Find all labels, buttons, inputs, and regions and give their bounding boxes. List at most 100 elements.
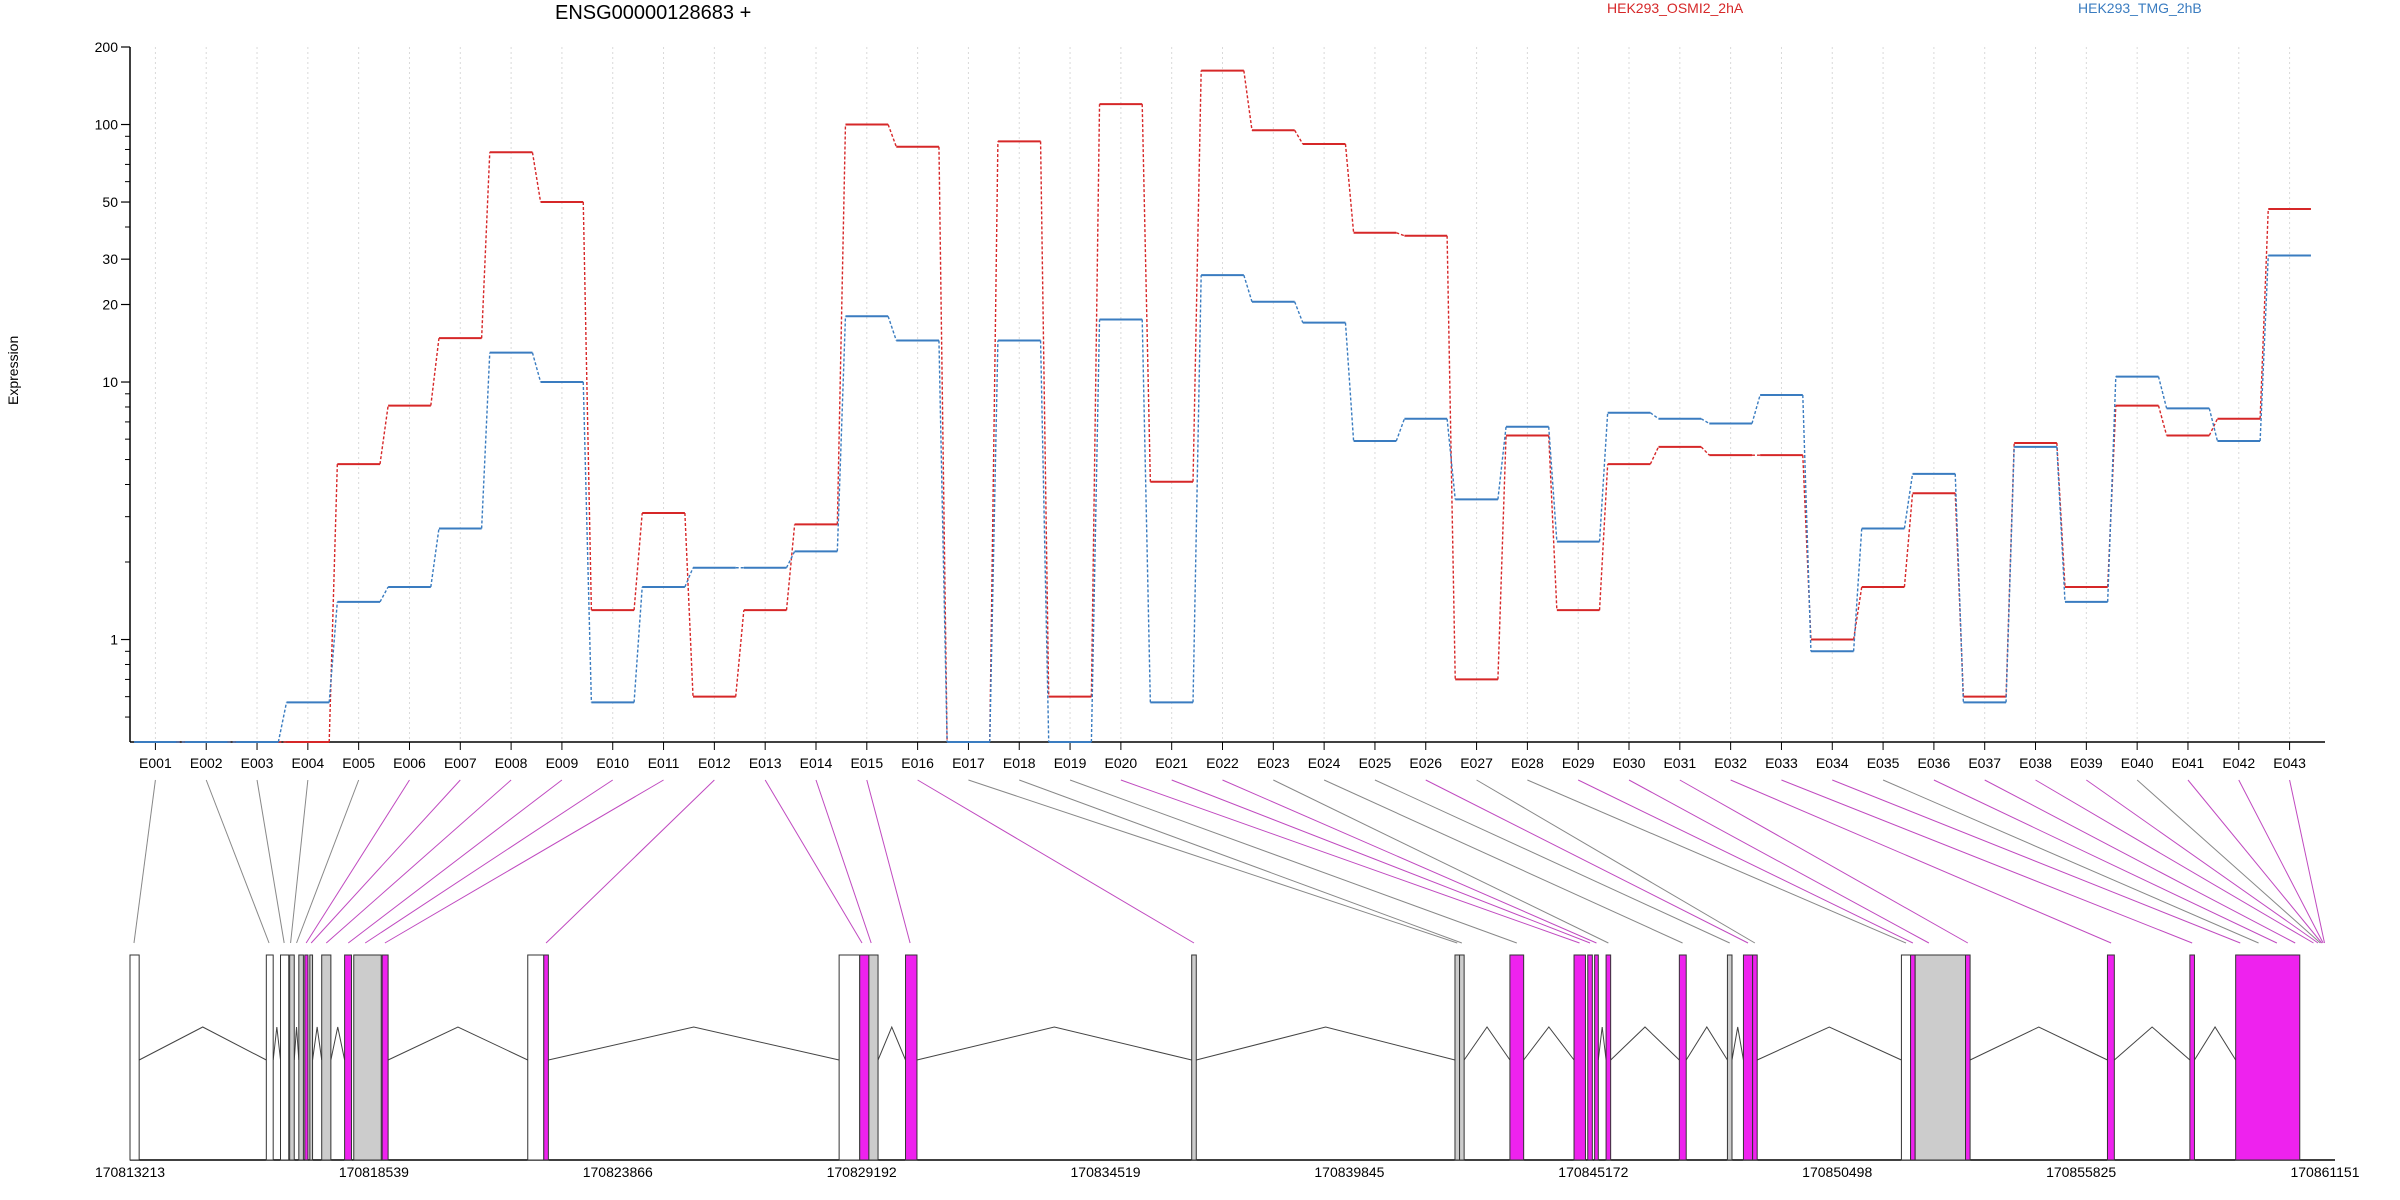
x-tick-label: E017 bbox=[952, 755, 985, 771]
series-connector bbox=[430, 338, 440, 406]
x-tick-label: E031 bbox=[1663, 755, 1696, 771]
intron bbox=[1731, 1026, 1744, 1061]
chart-title: ENSG00000128683 + bbox=[555, 2, 752, 24]
exon-connector bbox=[1882, 779, 2259, 944]
exon-box bbox=[1914, 954, 1967, 1161]
series-connector bbox=[1903, 493, 1914, 588]
exon-box bbox=[1742, 954, 1754, 1161]
legend-series-1: HEK293_OSMI2_2hA bbox=[1607, 0, 1744, 16]
exon-connector bbox=[1222, 779, 1597, 944]
series-connector bbox=[328, 601, 339, 703]
x-tick-label: E028 bbox=[1511, 755, 1544, 771]
series-connector bbox=[887, 124, 897, 147]
exon-connector bbox=[1425, 779, 1749, 944]
exon-connector bbox=[310, 779, 461, 944]
x-tick-label: E019 bbox=[1054, 755, 1087, 771]
exon-connector bbox=[1019, 779, 1463, 944]
x-tick-label: E002 bbox=[190, 755, 223, 771]
series-connector bbox=[938, 340, 948, 743]
exon-box bbox=[1910, 954, 1916, 1161]
series-connector bbox=[1039, 141, 1050, 697]
intron bbox=[1597, 1026, 1607, 1061]
exon-connector bbox=[205, 779, 270, 944]
exon-connector bbox=[917, 779, 1195, 944]
series-connector bbox=[1548, 426, 1558, 542]
exon-connector bbox=[1476, 779, 1756, 944]
x-tick-label: E010 bbox=[596, 755, 629, 771]
series-connector bbox=[379, 405, 389, 465]
series-connector bbox=[1700, 446, 1710, 456]
series-connector bbox=[2259, 208, 2269, 419]
x-tick-label: E004 bbox=[291, 755, 324, 771]
exon-box bbox=[2106, 954, 2115, 1161]
intron bbox=[1463, 1026, 1511, 1061]
exon-box bbox=[1726, 954, 1733, 1161]
genome-tick-label: 170834519 bbox=[1071, 1164, 1141, 1180]
exon-box bbox=[1509, 954, 1525, 1161]
exon-connector bbox=[1628, 779, 1930, 944]
series-connector bbox=[480, 352, 491, 529]
intron bbox=[138, 1026, 267, 1061]
exon-box bbox=[265, 954, 274, 1161]
exon-connector bbox=[364, 779, 614, 944]
series-connector bbox=[1903, 473, 1914, 529]
series-connector bbox=[2259, 255, 2269, 442]
exon-connector bbox=[1933, 779, 2278, 944]
series-connector bbox=[1243, 274, 1253, 302]
exon-connector bbox=[1273, 779, 1609, 944]
x-tick-label: E033 bbox=[1765, 755, 1798, 771]
series-connector bbox=[836, 316, 847, 552]
series-connector bbox=[1649, 412, 1659, 420]
series-connector bbox=[2157, 376, 2168, 409]
exon-box bbox=[280, 954, 290, 1161]
series-connector bbox=[633, 586, 643, 703]
series-connector bbox=[684, 567, 694, 588]
exon-connector bbox=[290, 779, 309, 944]
intron bbox=[1523, 1026, 1575, 1061]
series-connector bbox=[480, 152, 491, 339]
x-tick-label: E018 bbox=[1003, 755, 1036, 771]
series-connector bbox=[1192, 275, 1202, 703]
exon-connector bbox=[1171, 779, 1591, 944]
exon-connector bbox=[2136, 779, 2321, 944]
genome-tick-label: 170839845 bbox=[1314, 1164, 1384, 1180]
exon-connector bbox=[2086, 779, 2319, 944]
series-connector bbox=[1497, 426, 1507, 500]
exon-box bbox=[1678, 954, 1687, 1161]
exon-connector bbox=[1984, 779, 2296, 944]
series-connector bbox=[1802, 455, 1812, 640]
exon-connector bbox=[296, 779, 360, 944]
x-tick-label: E027 bbox=[1460, 755, 1493, 771]
exon-box bbox=[859, 954, 870, 1161]
series-connector bbox=[735, 610, 745, 697]
y-tick-label: 50 bbox=[102, 194, 118, 210]
intron bbox=[293, 1026, 300, 1061]
y-tick-label: 20 bbox=[102, 297, 118, 313]
exon-box bbox=[1587, 954, 1593, 1161]
exon-connector bbox=[347, 779, 563, 944]
exon-connector bbox=[2187, 779, 2323, 944]
x-tick-label: E029 bbox=[1562, 755, 1595, 771]
series-connector bbox=[1090, 104, 1101, 697]
x-tick-label: E037 bbox=[1968, 755, 2001, 771]
exon-box bbox=[353, 954, 382, 1161]
x-tick-label: E039 bbox=[2070, 755, 2103, 771]
exon-connector bbox=[2238, 779, 2324, 944]
exon-box bbox=[1900, 954, 1912, 1161]
intron bbox=[387, 1026, 528, 1061]
series-connector bbox=[785, 551, 796, 569]
y-tick-label: 100 bbox=[95, 117, 119, 133]
exon-box bbox=[289, 954, 295, 1161]
exon-box bbox=[1454, 954, 1461, 1161]
x-tick-label: E021 bbox=[1155, 755, 1188, 771]
intron bbox=[312, 1026, 323, 1061]
series-connector bbox=[1294, 301, 1304, 323]
series-connector bbox=[989, 340, 999, 743]
exon-connector bbox=[2035, 779, 2314, 944]
intron bbox=[1969, 1026, 2108, 1061]
intron bbox=[330, 1026, 346, 1061]
exon-box bbox=[1459, 954, 1465, 1161]
legend-series-2: HEK293_TMG_2hB bbox=[2078, 0, 2202, 16]
series-connector bbox=[1852, 528, 1863, 652]
exon-box bbox=[543, 954, 549, 1161]
